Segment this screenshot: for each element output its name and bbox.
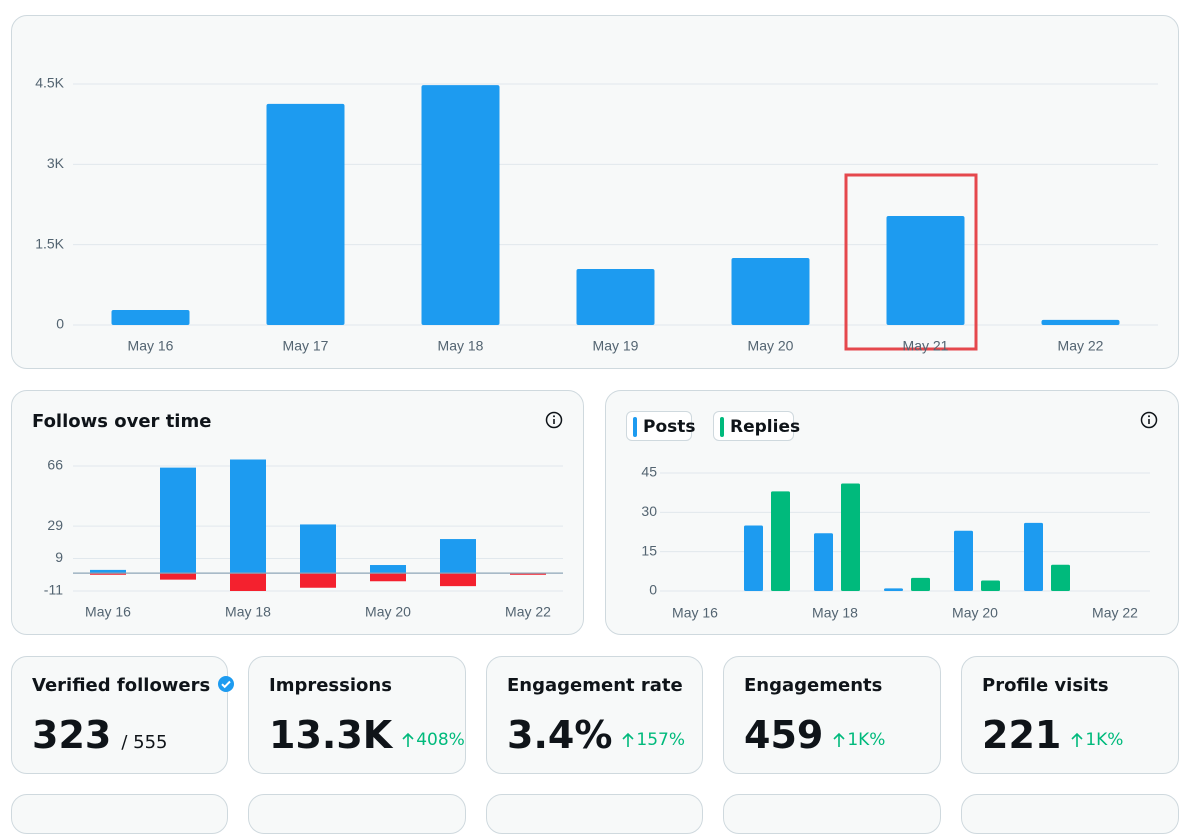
- bar: [841, 483, 860, 591]
- stat-value: 3.4%: [507, 713, 613, 757]
- bar: [771, 491, 790, 591]
- stat-change: 408%: [416, 730, 465, 750]
- bar: [160, 467, 196, 574]
- y-tick-label: 45: [641, 464, 657, 480]
- y-tick-label: 3K: [47, 155, 65, 171]
- up-arrow: [1071, 732, 1083, 747]
- y-tick-label: 30: [641, 503, 657, 519]
- legend-item[interactable]: Replies: [713, 411, 800, 441]
- stat-value: 13.3K: [269, 713, 393, 757]
- bar: [370, 565, 406, 574]
- bar: [440, 539, 476, 574]
- stat-label: Engagements: [744, 675, 883, 696]
- legend-swatch: [720, 417, 724, 437]
- bar: [1024, 522, 1043, 591]
- stat-change: 1K%: [1085, 730, 1124, 750]
- stat-change: 1K%: [847, 730, 886, 750]
- stat-label-text: Verified followers: [32, 675, 211, 696]
- bar: [230, 459, 266, 574]
- bar: [981, 580, 1000, 591]
- x-tick-label: May 16: [128, 338, 174, 354]
- stat-label: Verified followers: [32, 675, 235, 696]
- stat-value: 221: [982, 713, 1062, 757]
- bar: [886, 216, 965, 325]
- stat-label: Engagement rate: [507, 675, 683, 696]
- bar: [421, 85, 500, 326]
- legend-swatch: [633, 417, 637, 437]
- follows-card: Follows over time: [11, 390, 584, 635]
- bar: [731, 258, 810, 325]
- y-tick-label: 15: [641, 542, 657, 558]
- x-tick-label: May 21: [903, 338, 949, 354]
- y-tick-label: 0: [56, 316, 64, 332]
- x-tick-label: May 22: [1058, 338, 1104, 354]
- x-tick-label: May 18: [812, 605, 858, 621]
- chart-title: Follows over time: [32, 411, 212, 432]
- bar: [954, 530, 973, 591]
- bar: [266, 103, 345, 325]
- x-tick-label: May 16: [85, 604, 131, 620]
- legend-label: Posts: [643, 417, 696, 437]
- bar: [510, 573, 546, 575]
- up-arrow: [622, 732, 634, 747]
- bar: [370, 573, 406, 582]
- stat-total: / 555: [121, 732, 168, 753]
- bar: [576, 269, 655, 325]
- bar: [90, 573, 126, 575]
- bar: [90, 569, 126, 574]
- highlight-box: [844, 173, 978, 351]
- y-tick-label: -11: [44, 582, 63, 598]
- stat-card[interactable]: Engagement rate 3.4% 157%: [486, 656, 703, 774]
- bar: [884, 588, 903, 591]
- y-tick-label: 29: [47, 517, 63, 533]
- x-tick-label: May 18: [225, 604, 271, 620]
- bar: [440, 573, 476, 587]
- x-tick-label: May 22: [1092, 605, 1138, 621]
- x-tick-label: May 19: [593, 338, 639, 354]
- x-tick-label: May 18: [438, 338, 484, 354]
- bar: [300, 524, 336, 574]
- charts: 0 1.5K 3K 4.5K May 16 May 17 May 18 May 19 May 2…: [35, 75, 1158, 621]
- x-tick-label: May 16: [672, 605, 718, 621]
- x-tick-label: May 17: [283, 338, 329, 354]
- bar: [230, 573, 266, 591]
- bar: [300, 573, 336, 588]
- stat-value: 323: [32, 713, 112, 757]
- y-tick-label: 66: [47, 457, 63, 473]
- info-icon[interactable]: [1140, 411, 1158, 429]
- info-icon[interactable]: [545, 411, 563, 429]
- bar: [911, 577, 930, 591]
- x-tick-label: May 22: [505, 604, 551, 620]
- stat-card[interactable]: Verified followers 323 / 555: [11, 656, 234, 774]
- stat-label: Impressions: [269, 675, 392, 696]
- stat-change: 157%: [636, 730, 685, 750]
- page: Follows over time Posts Replies Verified…: [11, 15, 1179, 834]
- bar: [1051, 564, 1070, 591]
- y-tick-label: 1.5K: [35, 235, 64, 251]
- verified-badge: [217, 676, 234, 692]
- bar: [160, 573, 196, 580]
- bar: [744, 525, 763, 591]
- x-tick-label: May 20: [748, 338, 794, 354]
- y-tick-label: 9: [55, 549, 63, 565]
- y-tick-label: 0: [649, 582, 657, 598]
- legend-label: Replies: [730, 417, 801, 437]
- y-tick-label: 4.5K: [35, 75, 64, 91]
- bar: [814, 533, 833, 591]
- bar: [1041, 319, 1120, 325]
- up-arrow: [402, 732, 414, 747]
- legend-item[interactable]: Posts: [626, 411, 696, 441]
- x-tick-label: May 20: [365, 604, 411, 620]
- stat-card[interactable]: Engagements 459 1K%: [723, 656, 941, 774]
- stat-label: Profile visits: [982, 675, 1109, 696]
- stat-card[interactable]: Impressions 13.3K 408%: [248, 656, 466, 774]
- stat-card[interactable]: Profile visits 221 1K%: [961, 656, 1179, 774]
- stat-value: 459: [744, 713, 824, 757]
- up-arrow: [833, 732, 845, 747]
- bar: [111, 310, 190, 325]
- x-tick-label: May 20: [952, 605, 998, 621]
